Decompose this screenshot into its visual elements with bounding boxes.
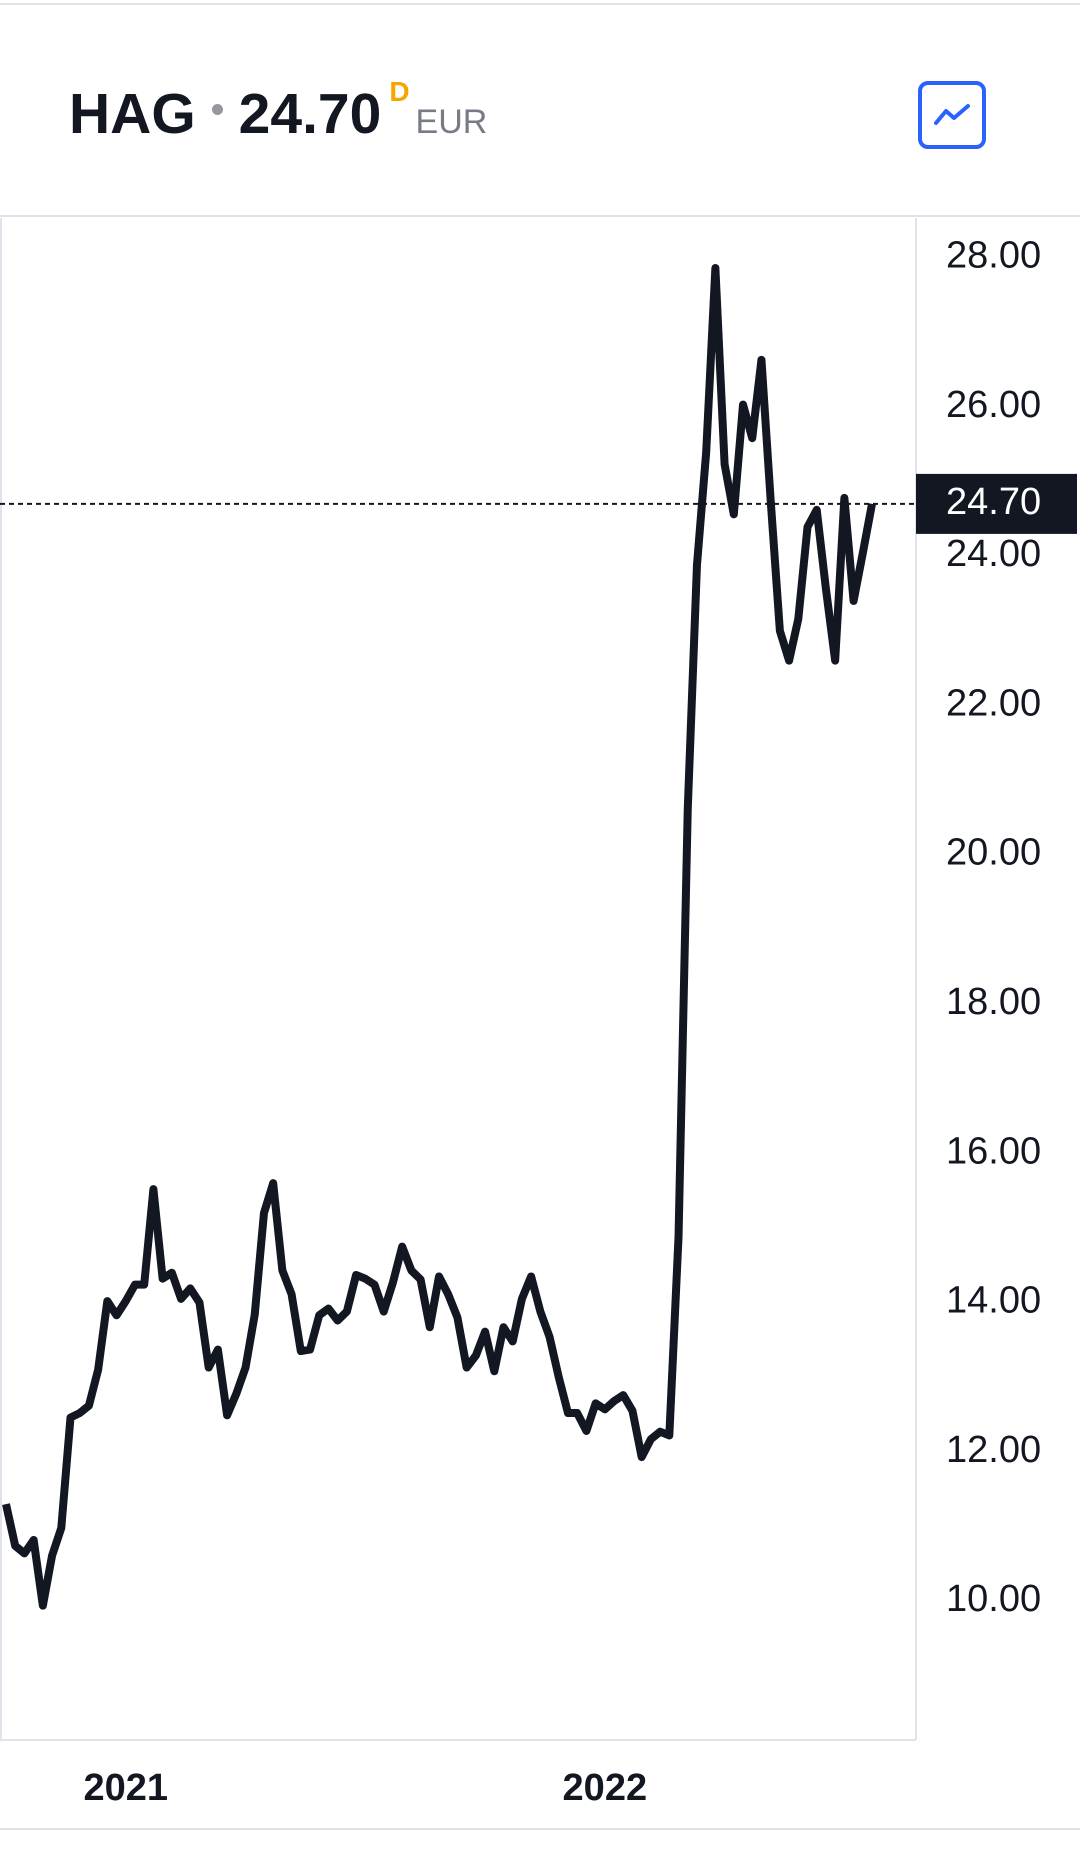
current-price-label: 24.70 xyxy=(946,481,1041,523)
chart-type-button[interactable] xyxy=(918,81,986,149)
y-tick-label: 16.00 xyxy=(946,1130,1041,1172)
y-tick-label: 20.00 xyxy=(946,832,1041,874)
y-tick-label: 10.00 xyxy=(946,1578,1041,1620)
y-tick-label: 24.00 xyxy=(946,533,1041,575)
currency: EUR xyxy=(415,103,488,141)
x-tick-label: 2021 xyxy=(83,1767,168,1809)
symbol-line: HAG 24.70 D EUR xyxy=(69,76,488,147)
y-tick-label: 18.00 xyxy=(946,981,1041,1023)
y-tick-label: 12.00 xyxy=(946,1429,1041,1471)
price: 24.70 xyxy=(238,82,382,146)
y-tick-label: 26.00 xyxy=(946,384,1041,426)
y-tick-label: 22.00 xyxy=(946,682,1041,724)
price-line xyxy=(2,264,876,1610)
header: HAG 24.70 D EUR xyxy=(0,3,1080,217)
flag: D xyxy=(389,76,410,107)
separator xyxy=(211,104,223,115)
y-tick-label: 28.00 xyxy=(946,235,1041,277)
x-tick-label: 2022 xyxy=(563,1767,648,1809)
y-tick-label: 14.00 xyxy=(946,1280,1041,1322)
current-price-box xyxy=(916,473,1077,534)
symbol: HAG xyxy=(69,82,196,146)
